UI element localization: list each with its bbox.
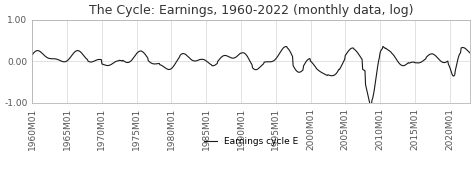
Title: The Cycle: Earnings, 1960-2022 (monthly data, log): The Cycle: Earnings, 1960-2022 (monthly … bbox=[89, 4, 413, 17]
Earnings cycle E bbox=[398, 63, 403, 66]
Line: Earnings cycle E: Earnings cycle E bbox=[32, 46, 470, 106]
Earnings cycle E bbox=[302, 62, 308, 64]
Earnings cycle E bbox=[461, 46, 466, 49]
Earnings cycle E bbox=[368, 105, 374, 107]
Earnings cycle E bbox=[252, 68, 258, 71]
Earnings cycle E bbox=[467, 52, 473, 54]
Earnings cycle E bbox=[29, 53, 35, 56]
Earnings cycle E bbox=[392, 55, 397, 58]
Legend: Earnings cycle E: Earnings cycle E bbox=[200, 133, 302, 150]
Earnings cycle E bbox=[380, 45, 386, 48]
Earnings cycle E bbox=[191, 60, 196, 62]
